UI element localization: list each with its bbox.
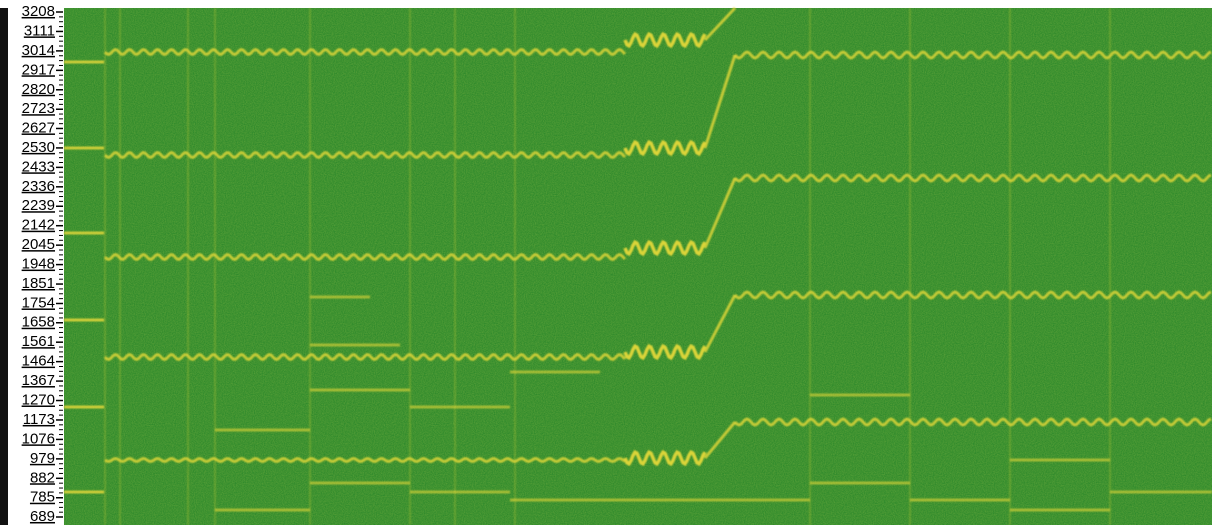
y-tick-label: 2336	[22, 178, 55, 195]
y-tick-label: 1270	[22, 391, 55, 408]
y-tick-label: 2433	[22, 158, 55, 175]
y-tick-label: 2239	[22, 197, 55, 214]
trace	[103, 253, 627, 261]
y-tick-label: 2820	[22, 81, 55, 98]
y-tick-label: 882	[30, 469, 55, 486]
frequency-axis: 3208 3111 3014 2917 2820 2723 2627 2530 2433 2336…	[22, 3, 63, 525]
trace	[733, 50, 1212, 60]
trace	[703, 294, 737, 353]
trace	[733, 290, 1212, 300]
left-edge	[0, 8, 8, 525]
trace	[733, 173, 1212, 183]
y-tick-label: 1851	[22, 275, 55, 292]
y-tick-label: 3208	[22, 3, 55, 20]
trace	[623, 449, 707, 467]
trace	[703, 54, 737, 149]
trace	[703, 421, 737, 459]
trace	[623, 31, 707, 49]
trace	[623, 343, 707, 361]
y-tick-label: 1464	[22, 353, 55, 370]
y-tick-label: 1948	[22, 256, 55, 273]
trace	[103, 151, 627, 159]
y-tick-label: 1658	[22, 314, 55, 331]
spectrogram-noise	[64, 8, 1212, 525]
y-tick-label: 1754	[22, 294, 55, 311]
y-tick-label: 3014	[22, 42, 55, 59]
trace	[623, 139, 707, 157]
y-tick-label: 1561	[22, 333, 55, 350]
y-tick-label: 979	[30, 450, 55, 467]
y-tick-label: 2917	[22, 61, 55, 78]
y-tick-label: 2530	[22, 139, 55, 156]
y-tick-label: 2045	[22, 236, 55, 253]
y-tick-label: 1367	[22, 372, 55, 389]
y-tick-label: 3111	[24, 22, 55, 39]
y-tick-label: 2627	[22, 119, 55, 136]
trace	[103, 48, 627, 56]
harmonic-traces	[64, 6, 1212, 525]
y-tick-label: 689	[30, 508, 55, 525]
y-tick-label: 2142	[22, 217, 55, 234]
y-tick-label: 1076	[22, 430, 55, 447]
y-tick-label: 1173	[23, 411, 55, 428]
trace	[733, 417, 1212, 427]
y-tick-label: 785	[30, 489, 55, 506]
y-tick-label: 2723	[22, 100, 55, 117]
trace	[104, 456, 626, 464]
trace	[623, 239, 707, 257]
trace	[703, 177, 737, 249]
trace	[103, 353, 627, 361]
trace	[703, 6, 737, 42]
